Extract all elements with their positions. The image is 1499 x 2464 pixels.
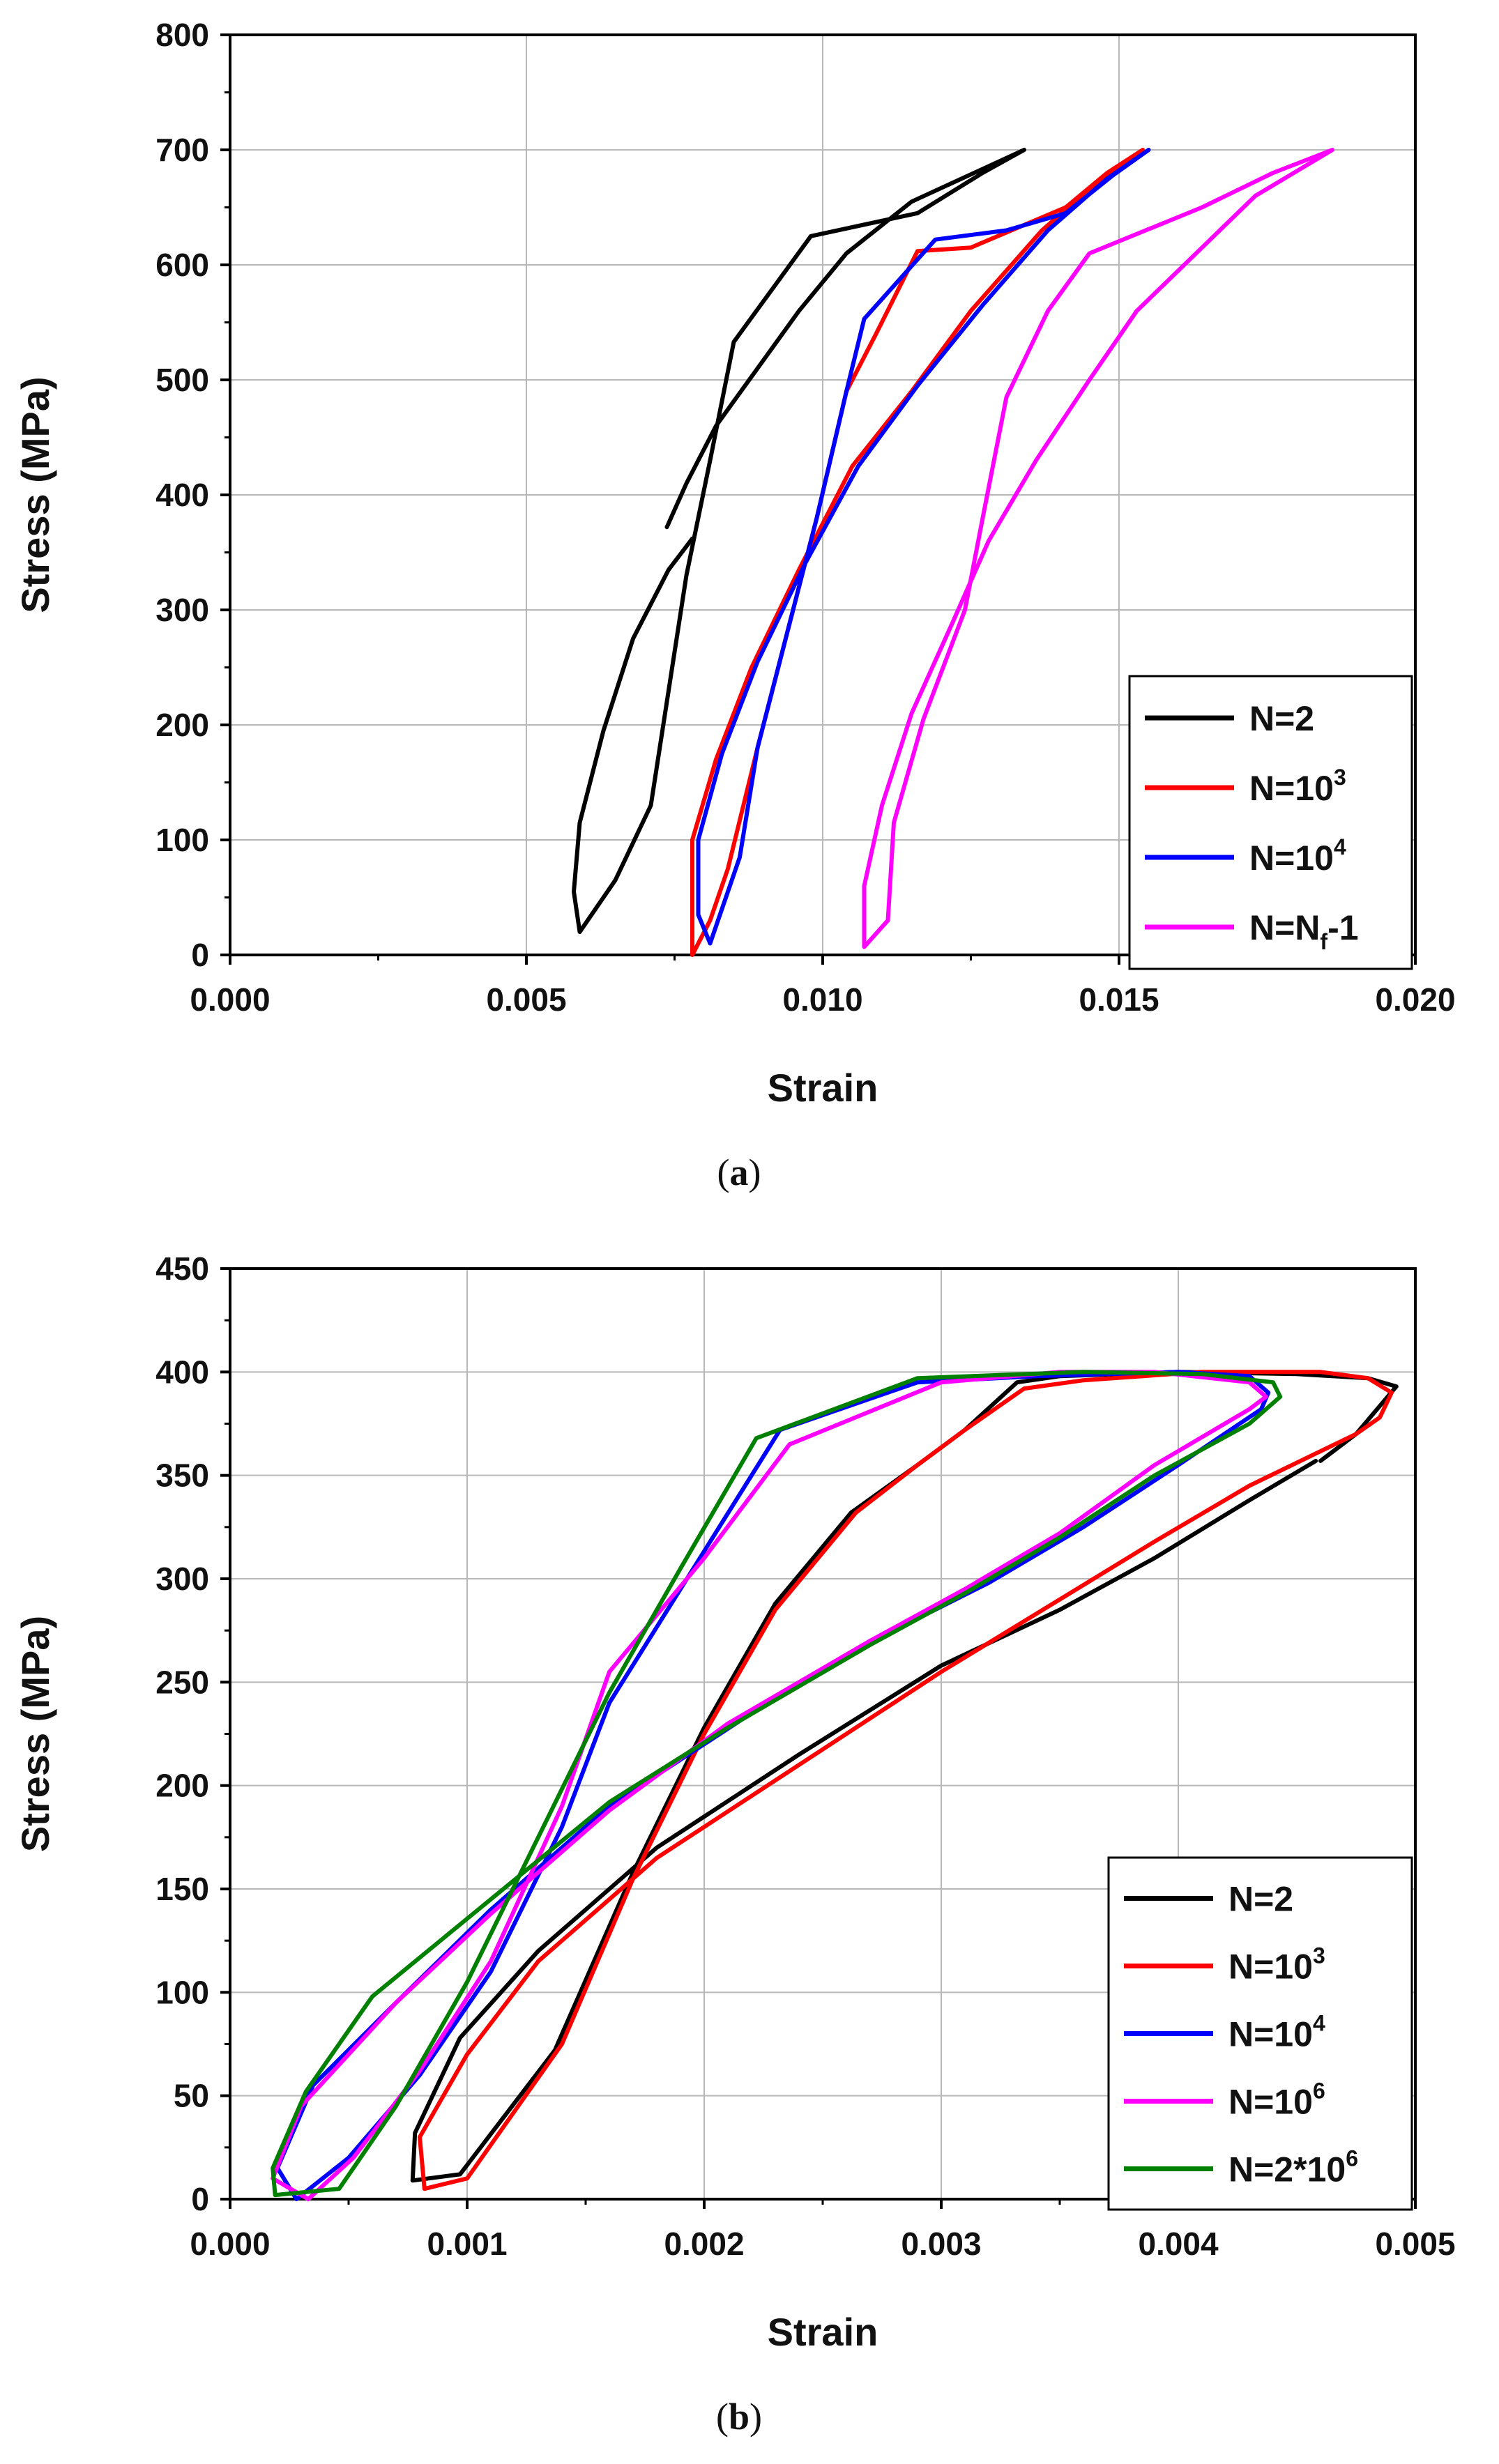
x-tick-label: 0.020: [1375, 981, 1455, 1018]
y-tick-label: 300: [155, 592, 209, 628]
legend-label: N=Nf-1: [1249, 908, 1359, 954]
y-tick-label: 0: [191, 937, 209, 973]
series-line: [271, 1370, 1283, 2198]
y-tick-labels: 0 100 200 300 400 500 600 700 800: [155, 17, 209, 973]
legend-label: N=2*106: [1228, 2146, 1358, 2189]
tick-marks: [220, 33, 1417, 965]
x-tick-label: 0.005: [486, 981, 566, 1018]
y-tick-label: 700: [155, 132, 209, 168]
caption: (b): [716, 2396, 762, 2438]
series-line: [862, 148, 1334, 949]
x-tick-label: 0.010: [782, 981, 862, 1018]
panel-b: 0.000 0.001 0.002 0.003 0.004 0.005 0 50 100 150…: [13, 1250, 1456, 2438]
y-tick-label: 50: [174, 2078, 209, 2114]
y-tick-label: 300: [155, 1561, 209, 1597]
legend-label: N=2: [1228, 1880, 1293, 1919]
legend-box: [1128, 675, 1413, 970]
legend-label: N=2: [1249, 699, 1314, 738]
panel-a: 0.000 0.005 0.010 0.015 0.020 0 100 200 300 400 5…: [13, 17, 1456, 1193]
x-tick-label: 0.000: [190, 2226, 270, 2262]
y-tick-label: 400: [155, 1354, 209, 1390]
y-tick-label: 100: [155, 822, 209, 858]
legend-label: N=104: [1249, 834, 1346, 878]
legend-label: N=104: [1228, 2011, 1325, 2054]
y-tick-label: 500: [155, 362, 209, 398]
x-tick-label: 0.001: [427, 2226, 507, 2262]
x-tick-label: 0.004: [1138, 2226, 1219, 2262]
y-tick-label: 800: [155, 17, 209, 53]
legend-label: N=103: [1249, 765, 1346, 808]
x-tick-label: 0.005: [1375, 2226, 1455, 2262]
x-tick-label: 0.002: [664, 2226, 744, 2262]
series-line: [572, 148, 1026, 934]
y-tick-label: 0: [191, 2181, 209, 2217]
y-tick-label: 100: [155, 1974, 209, 2010]
y-axis-title: Stress (MPa): [13, 1616, 57, 1852]
series-group: [572, 148, 1334, 957]
x-tick-label: 0.000: [190, 981, 270, 1018]
grid-lines: [230, 35, 1415, 955]
series-line: [696, 148, 1151, 946]
legend-label: N=103: [1228, 1943, 1325, 1987]
legend: N=2 N=103 N=104 N=Nf-1: [1128, 675, 1413, 970]
x-tick-labels: 0.000 0.001 0.002 0.003 0.004 0.005: [190, 2226, 1455, 2262]
y-tick-label: 600: [155, 247, 209, 283]
y-tick-label: 350: [155, 1457, 209, 1494]
tick-marks: [220, 1267, 1417, 2209]
series-group: [271, 1370, 1399, 2201]
x-axis-title: Strain: [768, 1066, 878, 1110]
y-tick-label: 200: [155, 1768, 209, 1804]
x-tick-labels: 0.000 0.005 0.010 0.015 0.020: [190, 981, 1455, 1018]
x-axis-title: Strain: [768, 2310, 878, 2354]
caption: (a): [717, 1151, 761, 1193]
x-tick-label: 0.015: [1079, 981, 1159, 1018]
y-tick-labels: 0 50 100 150 200 250 300 350 400 450: [155, 1250, 209, 2217]
caption-letter: a: [730, 1151, 749, 1193]
caption-letter: b: [729, 2396, 750, 2438]
y-tick-label: 250: [155, 1664, 209, 1700]
y-axis-title: Stress (MPa): [13, 376, 57, 613]
y-tick-label: 200: [155, 707, 209, 743]
legend-label: N=106: [1228, 2079, 1325, 2122]
y-tick-label: 400: [155, 477, 209, 513]
legend: N=2 N=103 N=104 N=106 N=2*106: [1107, 1856, 1413, 2211]
x-tick-label: 0.003: [901, 2226, 981, 2262]
y-tick-label: 450: [155, 1250, 209, 1287]
y-tick-label: 150: [155, 1871, 209, 1907]
series-line: [418, 1370, 1394, 2191]
